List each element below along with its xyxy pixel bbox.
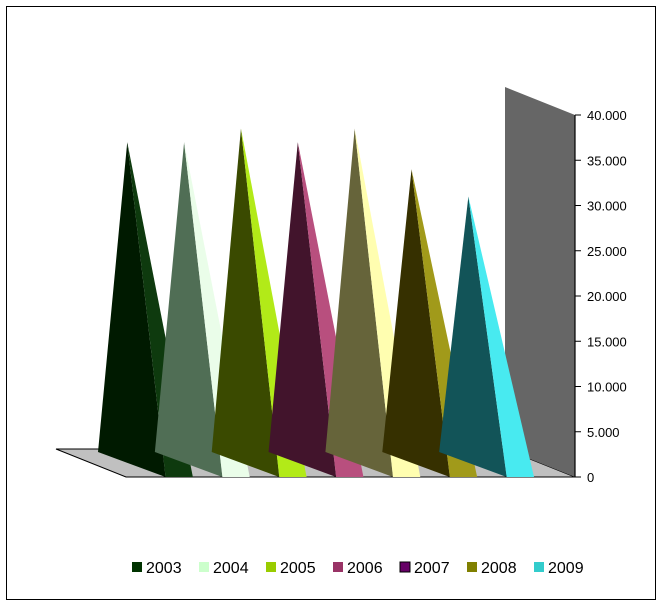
legend-label: 2003 xyxy=(146,560,182,577)
legend-label: 2005 xyxy=(280,560,316,577)
legend-swatch xyxy=(266,562,276,572)
pyramid-side-2004 xyxy=(154,142,223,477)
legend-item-2006: 2006 xyxy=(333,560,383,577)
pyramid-side-2003 xyxy=(98,142,166,477)
pyramid-side-2006 xyxy=(268,142,337,477)
pyramid-2008 xyxy=(382,169,478,478)
pyramid-series xyxy=(98,128,534,478)
y-tick-label: 35.000 xyxy=(587,153,627,168)
pyramid-2009 xyxy=(439,196,534,477)
y-tick-label: 15.000 xyxy=(587,334,627,349)
y-tick-label: 20.000 xyxy=(587,289,627,304)
pyramid-front-2008 xyxy=(411,169,478,478)
y-tick-label: 25.000 xyxy=(587,244,627,259)
legend-swatch xyxy=(199,562,209,572)
legend-label: 2009 xyxy=(548,560,584,577)
legend-label: 2004 xyxy=(213,560,249,577)
value-axis: 0 5.000 10.000 15.000 20.000 25.000 30.000 35.0… xyxy=(574,108,627,485)
pyramid-2004 xyxy=(154,142,250,477)
pyramid-front-2007 xyxy=(354,128,421,477)
y-tick-label: 40.000 xyxy=(587,108,627,123)
y-tick-label: 5.000 xyxy=(587,425,620,440)
y-tick-label: 0 xyxy=(587,470,594,485)
legend-item-2007: 2007 xyxy=(399,560,450,577)
pyramid-side-2008 xyxy=(382,169,450,478)
legend-item-2009: 2009 xyxy=(534,560,584,577)
chart-side-wall xyxy=(505,87,575,477)
legend-label: 2008 xyxy=(481,560,517,577)
pyramid-side-2007 xyxy=(325,128,393,477)
pyramid-front-2003 xyxy=(127,142,193,477)
pyramid-2003 xyxy=(98,142,193,477)
legend-item-2008: 2008 xyxy=(467,560,517,577)
legend-swatch xyxy=(534,562,544,572)
legend-swatch xyxy=(132,562,142,572)
pyramid-front-2009 xyxy=(468,196,534,477)
legend-swatch xyxy=(333,562,343,572)
pyramid-side-2009 xyxy=(439,196,507,477)
legend-item-2003: 2003 xyxy=(132,560,182,577)
legend-item-2005: 2005 xyxy=(266,560,316,577)
y-tick-label: 10.000 xyxy=(587,380,627,395)
legend-swatch xyxy=(399,561,411,573)
legend-swatch xyxy=(467,562,477,572)
legend-label: 2007 xyxy=(414,560,450,577)
pyramid-2005 xyxy=(211,128,307,477)
pyramid-front-2004 xyxy=(184,142,250,477)
legend-item-2004: 2004 xyxy=(199,560,249,577)
pyramid-2007 xyxy=(325,128,421,477)
legend: 2003 2004 2005 2006 2007 2008 2009 xyxy=(132,560,584,577)
pyramid-side-2005 xyxy=(211,128,280,477)
legend-label: 2006 xyxy=(347,560,383,577)
pyramid-front-2005 xyxy=(240,128,307,477)
y-tick-label: 30.000 xyxy=(587,199,627,214)
